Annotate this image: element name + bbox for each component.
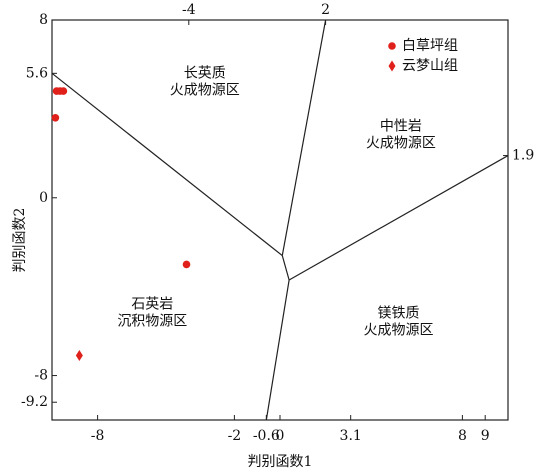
y-tick-label: 5.6 [26,65,48,81]
region-label: 火成物源区 [170,82,240,98]
y2-tick-label: 1.9 [512,148,534,164]
y-tick-label: 0 [39,190,48,206]
region-label: 长英质 [184,64,226,81]
y-axis-label: 判别函数2 [12,208,28,273]
x-top-tick-label: 2 [321,2,330,18]
x-tick-label: 0 [276,428,285,444]
x-tick-label: 9 [481,428,490,444]
region-label: 沉积物源区 [117,313,187,329]
x-axis-label: 判别函数1 [248,454,313,470]
x-tick-label: 3.1 [340,428,362,444]
data-point [182,260,191,269]
x-tick-label: 8 [458,428,467,444]
y-tick-label: 8 [39,12,48,28]
region-label: 火成物源区 [364,322,434,338]
y-tick-label: -9.2 [21,394,48,410]
x-top-tick-label: -4 [182,2,196,18]
boundary-line [51,72,283,257]
x-tick-label: -2 [228,428,242,444]
legend-marker [388,42,396,50]
legend-label: 云梦山组 [402,58,458,74]
x-tick-label: -0.6 [253,428,280,444]
region-label: 石英岩 [131,295,173,312]
data-point [59,87,68,95]
boundary-line [265,279,290,421]
data-point [75,350,83,362]
region-label: 镁铁质 [378,305,420,321]
boundary-line [288,155,509,281]
y-tick-label: -8 [34,368,48,384]
region-label: 中性岩 [380,119,422,135]
x-tick-label: -8 [91,428,105,444]
boundary-line [281,255,290,281]
plot-frame [51,19,509,421]
legend-marker [388,60,396,72]
legend-label: 白草坪组 [402,38,458,54]
data-point [51,113,60,122]
boundary-line [281,19,327,256]
region-label: 火成物源区 [366,136,436,152]
